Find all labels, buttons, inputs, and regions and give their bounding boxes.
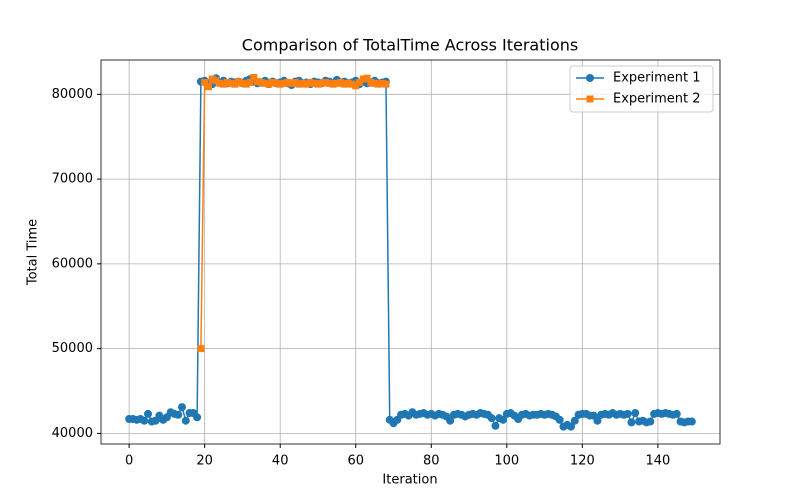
marker [374,80,382,88]
marker [212,77,220,85]
chart-title: Comparison of TotalTime Across Iteration… [242,36,578,55]
marker [631,409,640,418]
marker [348,80,356,88]
x-tick-label: 60 [347,454,364,469]
y-tick-label: 60000 [52,256,93,271]
marker [359,75,367,83]
marker [672,409,681,418]
y-axis-label: Total Time [26,219,41,286]
marker [288,79,296,87]
marker [555,415,564,424]
marker [265,80,273,88]
marker [231,80,239,88]
marker [333,79,341,87]
marker [314,80,322,88]
legend-marker [586,95,594,103]
marker [261,79,269,87]
marker [181,416,190,425]
marker [193,413,202,422]
x-tick-label: 40 [272,454,289,469]
marker [238,79,246,87]
marker [174,410,183,419]
marker [254,78,262,86]
marker [344,79,352,87]
marker [382,80,390,88]
marker [446,416,455,425]
marker [363,74,371,82]
x-tick-label: 140 [645,454,670,469]
x-tick-label: 0 [125,454,133,469]
marker [337,78,345,86]
y-tick-label: 50000 [52,341,93,356]
x-tick-label: 120 [570,454,595,469]
marker [687,417,696,426]
marker [295,80,303,88]
marker [322,78,330,86]
marker [242,80,250,88]
marker [223,78,231,86]
marker [303,80,311,88]
marker [216,79,224,87]
marker [257,78,265,86]
x-tick-label: 100 [494,454,519,469]
marker [367,78,375,86]
x-tick-label: 20 [196,454,213,469]
y-tick-label: 70000 [52,172,93,187]
marker [250,73,258,81]
marker [325,79,333,87]
marker [291,78,299,86]
marker [306,78,314,86]
marker [178,403,187,412]
marker [140,416,149,425]
x-tick-label: 80 [423,454,440,469]
marker [593,416,602,425]
marker [284,78,292,86]
marker [491,421,500,430]
marker [310,79,318,87]
plot-frame [100,59,721,445]
marker [276,80,284,88]
marker [220,80,228,88]
marker [487,414,496,423]
marker [499,415,508,424]
legend-marker [586,74,594,82]
marker [567,422,576,431]
marker [204,83,212,91]
marker [378,79,386,87]
marker [371,79,379,87]
marker [269,78,277,86]
marker [144,409,153,418]
legend-label: Experiment 2 [613,92,701,107]
marker [280,79,288,87]
y-tick-label: 80000 [52,87,93,102]
marker [246,78,254,86]
marker [623,409,632,418]
marker [208,75,216,83]
x-axis-label: Iteration [382,473,437,488]
legend-box [569,65,714,113]
marker [299,79,307,87]
marker [197,345,205,353]
y-tick-label: 40000 [52,426,93,441]
marker [329,80,337,88]
marker [570,416,579,425]
marker [340,80,348,88]
legend-label: Experiment 1 [613,71,701,86]
marker [627,418,636,427]
marker [272,79,280,87]
marker [318,79,326,87]
marker [227,79,235,87]
marker [235,78,243,86]
marker [352,82,360,90]
marker [201,78,209,86]
marker [646,417,655,426]
marker [356,78,364,86]
